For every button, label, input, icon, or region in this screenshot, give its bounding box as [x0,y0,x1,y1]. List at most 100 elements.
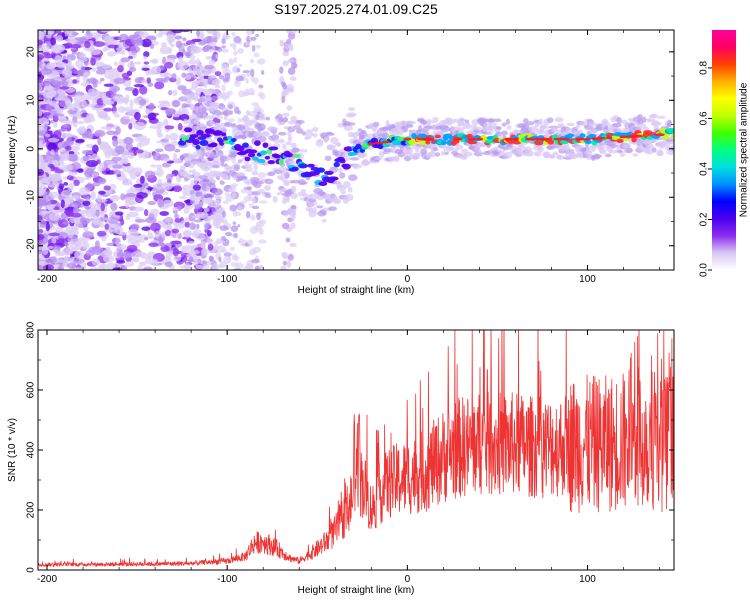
heatmap-cell [109,183,117,191]
heatmap-cell [233,51,238,56]
heatmap-cell [221,38,226,45]
figure-title: S197.2025.274.01.09.C25 [274,1,438,17]
heatmap-cell [178,140,187,146]
heatmap-cell [262,142,269,148]
heatmap-cell [125,94,130,102]
heatmap-cell [58,183,65,190]
heatmap-cell [197,98,207,102]
heatmap-cell [81,100,87,109]
heatmap-cell [208,59,216,65]
heatmap-cell [115,126,121,135]
heatmap-cell [318,181,328,187]
heatmap-cell [258,220,264,225]
heatmap-cell [85,30,91,35]
heatmap-cell [181,245,187,254]
heatmap-cell [126,244,138,252]
heatmap-cell [223,252,232,257]
heatmap-cell [229,204,238,212]
heatmap-cell [143,51,150,58]
heatmap-cell [120,57,131,63]
heatmap-cell [103,160,115,169]
heatmap-cell [374,156,383,161]
heatmap-cell [123,136,134,145]
heatmap-cell [215,212,225,219]
heatmap-cell [195,57,200,66]
heatmap-cell [347,112,357,118]
heatmap-cell [71,32,79,36]
heatmap-cell [298,163,308,169]
heatmap-cell [160,42,167,48]
heatmap-cell [104,70,114,80]
heatmap-cell [195,191,203,197]
heatmap-cell [67,182,74,192]
heatmap-cell [196,123,206,128]
heatmap-cell [214,84,221,89]
heatmap-cell [116,260,126,264]
heatmap-cell [290,185,297,193]
heatmap-cell [82,200,91,207]
heatmap-cell [193,219,203,223]
heatmap-cell [177,123,183,131]
heatmap-cell [101,94,107,102]
heatmap-cell [245,78,249,85]
heatmap-cell [130,223,140,230]
heatmap-cell [554,117,564,123]
heatmap-cell [177,85,187,91]
heatmap-cell [372,121,380,128]
heatmap-cell [200,133,211,138]
heatmap-cell [285,152,293,158]
heatmap-cell [258,84,264,89]
heatmap-cell [38,75,44,84]
heatmap-cell [233,150,238,158]
heatmap-cell [168,36,173,46]
heatmap-cell [47,256,57,264]
heatmap-cell [141,188,149,193]
heatmap-cell [107,44,119,49]
heatmap-cell [97,165,107,172]
heatmap-cell [96,230,107,237]
heatmap-cell [39,82,51,87]
heatmap-cell [266,148,273,155]
heatmap-cell [264,194,272,199]
heatmap-cell [245,30,252,36]
heatmap-cell [54,30,62,34]
heatmap-cell [487,128,494,135]
heatmap-cell [203,207,210,213]
snr-x-tick-label: 0 [405,574,411,585]
heatmap-cell [202,166,210,172]
heatmap-cell [233,164,241,172]
heatmap-cell [250,176,260,183]
heatmap-cell [252,205,260,210]
heatmap-cell [143,56,148,60]
heatmap-cell [200,158,209,162]
heatmap-cell [264,155,271,160]
heatmap-cell [452,137,463,141]
heatmap-cell [57,142,64,149]
heatmap-cell [283,181,290,187]
heatmap-cell [131,167,143,176]
heatmap-cell [575,124,580,129]
heatmap-cell [183,161,189,167]
heatmap-cell [103,107,114,112]
heatmap-cell [134,219,147,223]
heatmap-cell [171,73,177,80]
heatmap-cell [323,170,334,175]
heatmap-cell [569,149,575,156]
heatmap-cell [47,142,57,152]
spectrogram-y-tick-label: 20 [26,46,37,58]
spectrogram-y-ticks: -20 -10 0 10 20 [26,46,674,271]
heatmap-cell [170,240,182,245]
heatmap-cell [88,96,95,101]
heatmap-cell [129,99,134,108]
heatmap-cell [339,172,346,179]
heatmap-cell [48,137,60,143]
heatmap-cell [214,199,221,208]
heatmap-cell [632,134,644,138]
heatmap-cell [381,132,390,139]
heatmap-cell [579,133,586,138]
heatmap-cell [97,193,102,203]
heatmap-cell [524,151,534,156]
heatmap-cell [434,134,441,139]
heatmap-cell [72,207,80,214]
